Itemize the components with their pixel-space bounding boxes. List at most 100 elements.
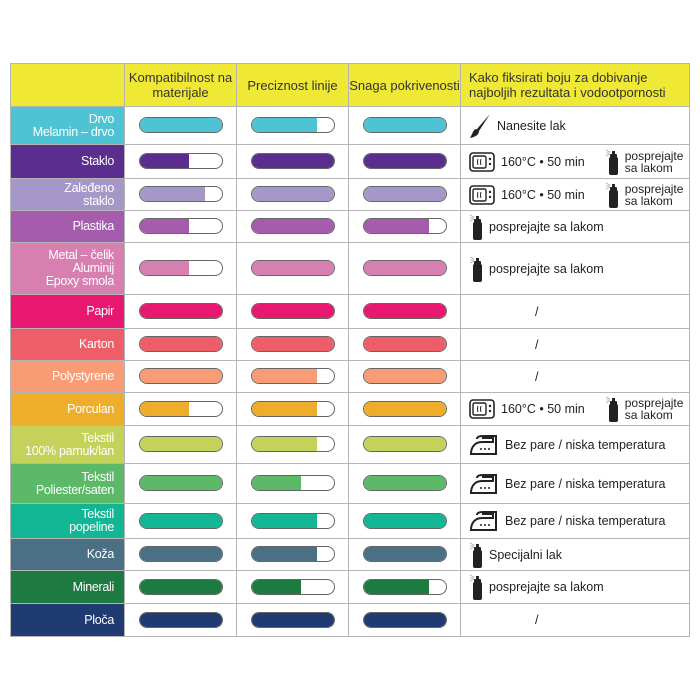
level-fill [139,547,222,562]
fixing-cell: 160°C • 50 min posprejajte sa lakom [460,392,690,426]
fixing-text-spray: posprejajte sa lakom [624,181,684,208]
spray-can-icon [605,149,618,175]
coverage-level-bar [362,303,447,320]
level-fill [363,476,446,491]
precision-level-bar [250,153,335,170]
compatibility-cell [124,210,237,243]
compatibility-cell [124,603,237,637]
compatibility-cell [124,360,237,393]
coverage-level-bar [362,578,447,595]
coverage-level-bar [362,546,447,563]
coverage-cell [348,144,461,179]
precision-level-bar [250,186,335,203]
fixing-text: / [535,304,539,319]
level-fill [251,118,318,133]
precision-cell [236,392,349,426]
fixing-text: Nanesite lak [497,118,566,133]
coverage-level-bar [362,186,447,203]
iron-icon [469,473,497,494]
fixing-text: / [535,337,539,352]
coverage-cell [348,328,461,361]
level-fill [363,547,446,562]
compatibility-level-bar [138,186,223,203]
material-label: Drvo Melamin – drvo [10,106,125,145]
level-fill [251,401,318,416]
material-label: Metal – čelik Aluminij Epoxy smola [10,242,125,295]
level-fill [363,437,446,452]
compatibility-level-bar [138,117,223,134]
coverage-cell [348,463,461,504]
level-fill [139,513,222,528]
material-label: Zaleđeno staklo [10,178,125,211]
coverage-cell [348,425,461,464]
level-fill [251,187,334,202]
compatibility-cell [124,570,237,604]
table-row: Tekstil Poliester/saten Bez pare / niska t… [10,463,690,504]
table-row: Plastika posprejajte sa lakom [10,210,690,243]
spray-can-icon [469,214,482,240]
spray-can-icon [469,574,482,600]
iron-icon [469,511,497,531]
coverage-cell [348,503,461,539]
fixing-cell: Nanesite lak [460,106,690,145]
level-fill [139,261,189,276]
level-fill [139,219,189,234]
level-fill [251,513,318,528]
coverage-level-bar [362,512,447,529]
coverage-level-bar [362,260,447,277]
fixing-cell: posprejajte sa lakom [460,570,690,604]
material-label: Polystyrene [10,360,125,393]
material-label: Tekstil Poliester/saten [10,463,125,504]
level-fill [363,401,446,416]
level-fill [363,304,446,319]
table-row: Metal – čelik Aluminij Epoxy smola pospreja… [10,242,690,295]
material-label: Porculan [10,392,125,426]
coverage-cell [348,570,461,604]
compatibility-level-bar [138,512,223,529]
precision-level-bar [250,546,335,563]
level-fill [251,369,318,384]
material-label: Minerali [10,570,125,604]
table-row: Drvo Melamin – drvo Nanesite lak [10,106,690,145]
level-fill [251,337,334,352]
level-fill [363,118,446,133]
fixing-text: / [535,369,539,384]
precision-level-bar [250,578,335,595]
level-fill [251,612,334,627]
table-row: Staklo 160°C • 50 min posprejajte sa lakom [10,144,690,179]
fixing-text: 160°C • 50 min [501,187,585,202]
fixing-text: posprejajte sa lakom [489,580,604,594]
precision-level-bar [250,260,335,277]
table-row: Tekstil popeline Bez pare / niska temperat… [10,503,690,539]
fixing-cell: / [460,294,690,329]
fixing-cell: / [460,360,690,393]
fixing-text-spray: posprejajte sa lakom [624,396,684,422]
table-row: Karton / [10,328,690,361]
coverage-level-bar [362,153,447,170]
compatibility-cell [124,328,237,361]
fixing-text: Bez pare / niska temperatura [505,476,666,491]
coverage-cell [348,603,461,637]
precision-level-bar [250,400,335,417]
fixing-text-spray: posprejajte sa lakom [624,148,684,175]
level-fill [139,476,222,491]
level-fill [251,154,334,169]
compatibility-level-bar [138,578,223,595]
compatibility-level-bar [138,436,223,453]
precision-level-bar [250,475,335,492]
table-row: Porculan 160°C • 50 min posprejajte sa lak… [10,392,690,426]
coverage-level-bar [362,475,447,492]
precision-cell [236,538,349,571]
compatibility-cell [124,294,237,329]
precision-cell [236,144,349,179]
oven-icon [469,399,495,419]
coverage-cell [348,178,461,211]
spray-can-icon [605,182,618,208]
precision-cell [236,360,349,393]
fixing-cell: 160°C • 50 min posprejajte sa lakom [460,178,690,211]
spray-can-icon [469,542,482,568]
oven-icon [469,184,495,205]
level-fill [363,154,446,169]
level-fill [139,337,222,352]
precision-level-bar [250,218,335,235]
